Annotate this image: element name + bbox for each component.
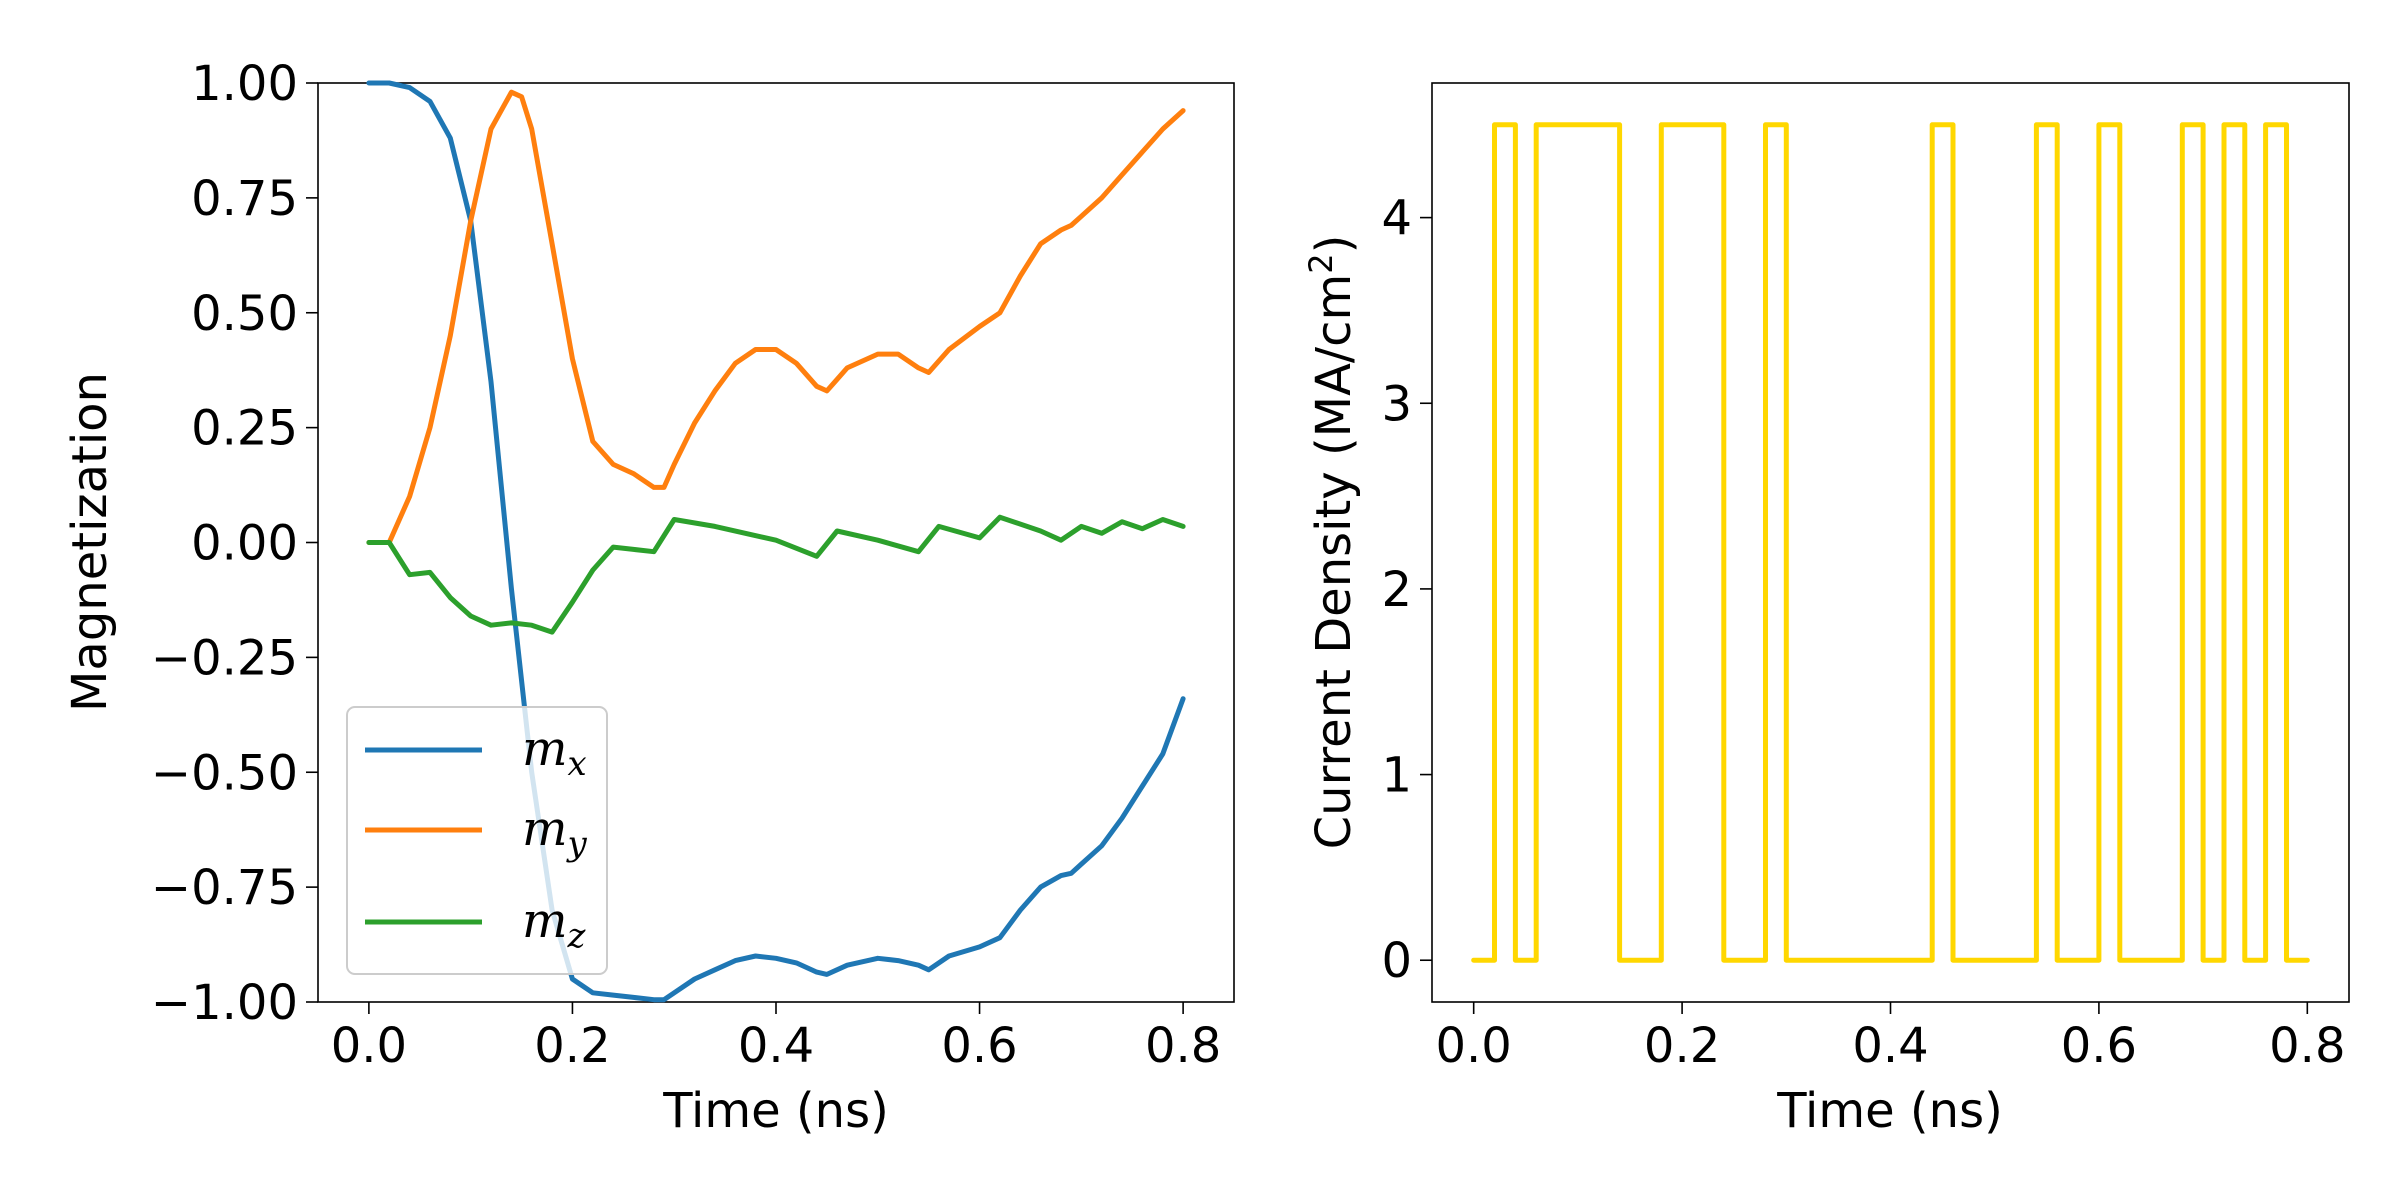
legend-label-mz: mz — [522, 893, 587, 956]
magnetization-x-tick-label: 0.0 — [331, 1018, 407, 1074]
magnetization-series-my-line — [366, 89, 1186, 545]
magnetization-x-ticks: 0.0 0.2 0.4 0.6 0.8 — [331, 1002, 1221, 1074]
magnetization-y-axis-label: Magnetization — [62, 372, 118, 712]
legend-label-mx: mx — [522, 721, 587, 784]
current-y-axis-label: Current Density (MA/cm2) — [1302, 235, 1362, 850]
magnetization-y-tick-label: −1.00 — [151, 975, 298, 1031]
magnetization-y-tick-label: 0.25 — [191, 401, 298, 457]
current-x-tick-label: 0.8 — [2269, 1018, 2345, 1074]
current-x-tick-label: 0.4 — [1852, 1018, 1928, 1074]
legend-item-my: my — [365, 801, 588, 864]
current-y-tick-label: 1 — [1381, 748, 1412, 804]
magnetization-y-tick-label: 0.00 — [191, 516, 298, 572]
legend: mx my mz — [346, 706, 608, 975]
legend-item-mx: mx — [365, 721, 587, 784]
legend-label-my: my — [522, 801, 588, 864]
magnetization-series-mz-line — [366, 514, 1186, 635]
magnetization-x-axis-label: Time (ns) — [662, 1083, 889, 1139]
magnetization-y-tick-label: 0.50 — [191, 286, 298, 342]
current-y-tick-label: 0 — [1381, 933, 1412, 989]
current-x-tick-label: 0.6 — [2061, 1018, 2137, 1074]
magnetization-y-tick-label: 0.75 — [191, 171, 298, 227]
magnetization-x-tick-label: 0.4 — [738, 1018, 814, 1074]
current-x-tick-label: 0.2 — [1644, 1018, 1720, 1074]
magnetization-y-tick-label: 1.00 — [191, 56, 298, 112]
current-series-group — [1471, 122, 2310, 963]
magnetization-y-tick-label: −0.50 — [151, 745, 298, 801]
current-density-chart: 0.0 0.2 0.4 0.6 0.8 0 1 2 3 4 Time (ns) Current … — [1302, 82, 2350, 1139]
current-series-current-line — [1471, 122, 2310, 963]
current-x-axis-label: Time (ns) — [1776, 1083, 2003, 1139]
magnetization-y-tick-label: −0.75 — [151, 860, 298, 916]
current-x-ticks: 0.0 0.2 0.4 0.6 0.8 — [1436, 1002, 2345, 1074]
magnetization-y-ticks: 1.00 0.75 0.50 0.25 0.00 −0.25 −0.50 −0.75 −1.00 — [151, 56, 318, 1031]
current-y-tick-label: 3 — [1381, 376, 1412, 432]
magnetization-chart: 0.0 0.2 0.4 0.6 0.8 1.00 0.75 0.50 0.25 0.00 −0.2… — [62, 56, 1235, 1139]
current-x-tick-label: 0.0 — [1436, 1018, 1512, 1074]
magnetization-series-group — [366, 80, 1186, 1003]
magnetization-y-tick-label: −0.25 — [151, 630, 298, 686]
magnetization-series-mx-line — [366, 80, 1186, 1003]
magnetization-x-tick-label: 0.8 — [1145, 1018, 1221, 1074]
legend-box — [346, 706, 608, 975]
magnetization-x-tick-label: 0.2 — [534, 1018, 610, 1074]
legend-item-mz: mz — [365, 893, 587, 956]
current-y-tick-label: 2 — [1381, 562, 1412, 618]
current-y-ticks: 0 1 2 3 4 — [1381, 191, 1432, 989]
current-y-tick-label: 4 — [1381, 191, 1412, 247]
current-plot-frame — [1431, 82, 2350, 1003]
magnetization-x-tick-label: 0.6 — [941, 1018, 1017, 1074]
